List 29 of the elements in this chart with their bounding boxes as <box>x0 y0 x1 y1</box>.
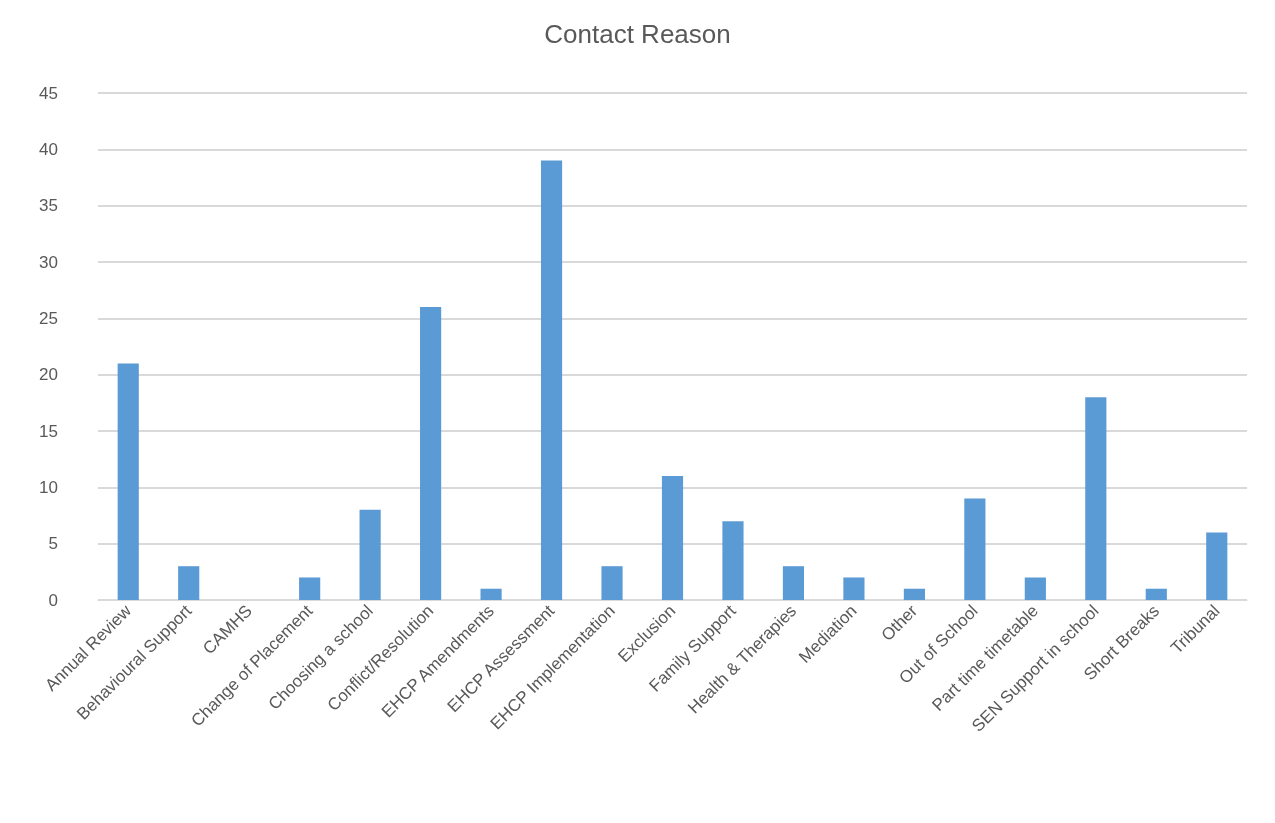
y-tick-label: 40 <box>39 139 58 159</box>
bar <box>117 363 139 600</box>
y-tick-label: 45 <box>39 83 58 103</box>
bar <box>299 577 321 600</box>
bar <box>722 521 744 600</box>
bar <box>1206 532 1228 600</box>
y-tick-label: 25 <box>39 308 58 328</box>
bar <box>601 566 623 600</box>
y-tick-label: 35 <box>39 196 58 216</box>
bar <box>1024 577 1046 600</box>
bar <box>661 476 684 600</box>
bar <box>1145 588 1167 600</box>
bar <box>964 498 986 600</box>
y-tick-label: 30 <box>39 252 58 272</box>
chart-title: Contact Reason <box>544 19 731 49</box>
bar <box>178 566 200 600</box>
y-tick-label: 5 <box>48 534 58 554</box>
bar <box>480 588 502 600</box>
bar <box>843 577 865 600</box>
bar <box>420 307 442 600</box>
y-tick-label: 0 <box>48 590 58 610</box>
bar <box>359 509 381 600</box>
bar <box>1085 397 1107 600</box>
bar <box>540 160 563 600</box>
bar <box>903 588 925 600</box>
y-tick-label: 10 <box>39 477 58 497</box>
y-tick-label: 20 <box>39 365 58 385</box>
y-tick-label: 15 <box>39 421 58 441</box>
bar <box>782 566 805 600</box>
